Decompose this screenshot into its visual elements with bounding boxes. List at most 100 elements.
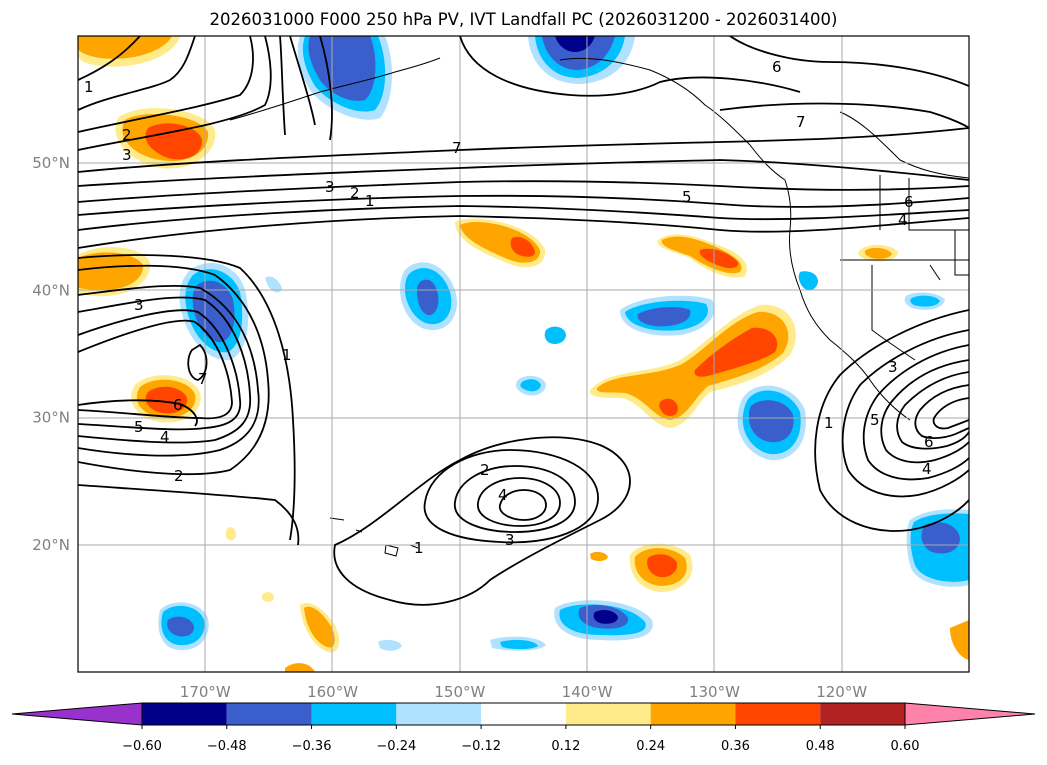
contour-label: 6 bbox=[173, 396, 183, 414]
gridlines bbox=[78, 36, 969, 672]
shade-neg bbox=[637, 306, 691, 327]
shade-neg bbox=[378, 639, 402, 651]
shade-neg bbox=[593, 609, 618, 624]
contour-label: 5 bbox=[870, 411, 880, 429]
shade-pos bbox=[145, 123, 203, 160]
contour-label: 2 bbox=[350, 184, 360, 202]
contour-label: 4 bbox=[898, 211, 908, 229]
colorbar-segment bbox=[396, 703, 482, 725]
contour-label: 3 bbox=[505, 531, 515, 549]
contour-label: 3 bbox=[888, 358, 898, 376]
shade-pos bbox=[285, 663, 315, 672]
lat-tick-label: 30°N bbox=[32, 409, 70, 427]
lon-tick-label: 150°W bbox=[434, 683, 485, 701]
colorbar bbox=[11, 702, 1036, 726]
shade-neg bbox=[167, 616, 195, 637]
lat-tick-label: 20°N bbox=[32, 536, 70, 554]
contour-label: 7 bbox=[198, 370, 208, 388]
shade-pos bbox=[510, 236, 535, 257]
colorbar-segment bbox=[650, 703, 736, 725]
pv-contours bbox=[78, 36, 969, 606]
lon-tick-label: 170°W bbox=[180, 683, 231, 701]
colorbar-tick-label: 0.48 bbox=[806, 739, 835, 754]
colorbar-tick-label: −0.36 bbox=[292, 739, 332, 754]
colorbar-segment bbox=[481, 703, 566, 725]
shade-pos bbox=[304, 606, 335, 648]
shade-neg bbox=[921, 522, 960, 554]
colorbar-segment bbox=[565, 703, 651, 725]
shade-neg bbox=[555, 36, 595, 52]
colorbar-tick-label: −0.60 bbox=[122, 739, 162, 754]
lon-tick-label: 120°W bbox=[816, 683, 867, 701]
shade-pos bbox=[145, 386, 188, 414]
shade-pos bbox=[950, 620, 969, 660]
contour-label: 2 bbox=[174, 467, 184, 485]
shade-pos bbox=[590, 551, 608, 562]
colorbar-labels: −0.60 −0.48 −0.36 −0.24 −0.12 0.12 0.24 0.36 0.4… bbox=[122, 725, 919, 754]
colorbar-tick-label: 0.60 bbox=[891, 739, 920, 754]
lon-tick-label: 130°W bbox=[689, 683, 740, 701]
contour-label: 6 bbox=[924, 433, 934, 451]
shade-neg bbox=[910, 295, 940, 307]
colorbar-segment bbox=[311, 703, 397, 725]
contour-label: 2 bbox=[122, 126, 132, 144]
contour-label: 1 bbox=[365, 192, 375, 210]
shade-pos bbox=[864, 247, 892, 259]
contour-label: 1 bbox=[84, 78, 94, 96]
contour-label: 3 bbox=[134, 296, 144, 314]
contour-label: 2 bbox=[480, 461, 490, 479]
shade-pos bbox=[78, 36, 172, 59]
contour-label: 5 bbox=[682, 188, 692, 206]
colorbar-tick-label: −0.48 bbox=[207, 739, 247, 754]
contour-label: 1 bbox=[414, 539, 424, 557]
map-area: 7 3 2 1 5 7 6 6 4 2 3 1 3 1 7 6 5 4 2 2 … bbox=[78, 36, 969, 672]
contour-label: 4 bbox=[922, 460, 932, 478]
colorbar-extend-low bbox=[11, 702, 143, 726]
shade-neg bbox=[192, 280, 235, 343]
lat-tick-label: 40°N bbox=[32, 281, 70, 299]
shade-pos bbox=[694, 327, 778, 377]
colorbar-tick-label: 0.36 bbox=[721, 739, 750, 754]
map-frame bbox=[77, 35, 970, 673]
shaded-fields bbox=[78, 36, 969, 672]
shade-neg bbox=[748, 400, 794, 443]
lat-axis: 20°N 30°N 40°N 50°N bbox=[32, 154, 70, 554]
shade-neg bbox=[265, 276, 282, 293]
lon-axis: 170°W 160°W 150°W 140°W 130°W 120°W bbox=[180, 683, 868, 701]
lon-tick-label: 140°W bbox=[562, 683, 613, 701]
shade-pos bbox=[262, 592, 274, 602]
colorbar-extend-high bbox=[904, 702, 1036, 726]
lat-tick-label: 50°N bbox=[32, 154, 70, 172]
colorbar-tick-label: −0.12 bbox=[461, 739, 501, 754]
contour-label: 1 bbox=[824, 414, 834, 432]
contour-label: 7 bbox=[452, 139, 462, 157]
contour-label: 4 bbox=[498, 486, 508, 504]
shade-pos bbox=[647, 554, 678, 578]
contour-label: 3 bbox=[122, 146, 132, 164]
contour-label: 1 bbox=[282, 346, 292, 364]
contour-label: 6 bbox=[904, 193, 914, 211]
colorbar-tick-label: −0.24 bbox=[376, 739, 416, 754]
colorbar-segment bbox=[735, 703, 821, 725]
contour-label: 3 bbox=[325, 178, 335, 196]
shade-neg bbox=[798, 271, 818, 291]
colorbar-tick-label: 0.24 bbox=[636, 739, 665, 754]
shade-neg bbox=[544, 326, 566, 344]
contour-labels: 7 3 2 1 5 7 6 6 4 2 3 1 3 1 7 6 5 4 2 2 … bbox=[84, 58, 934, 557]
colorbar-outline bbox=[141, 702, 906, 726]
shade-pos bbox=[699, 248, 739, 269]
contour-label: 4 bbox=[160, 428, 170, 446]
chart-title: 2026031000 F000 250 hPa PV, IVT Landfall… bbox=[209, 10, 838, 29]
shade-neg bbox=[520, 379, 541, 392]
shade-pos bbox=[78, 252, 144, 291]
colorbar-segment bbox=[820, 703, 905, 725]
shade-neg bbox=[500, 639, 538, 650]
coastlines bbox=[229, 57, 969, 557]
colorbar-segment bbox=[142, 703, 227, 725]
shade-pos bbox=[659, 398, 678, 416]
contour-label: 5 bbox=[134, 418, 144, 436]
colorbar-tick-label: 0.12 bbox=[551, 739, 580, 754]
shade-pos bbox=[226, 527, 236, 541]
contour-label: 7 bbox=[796, 113, 806, 131]
